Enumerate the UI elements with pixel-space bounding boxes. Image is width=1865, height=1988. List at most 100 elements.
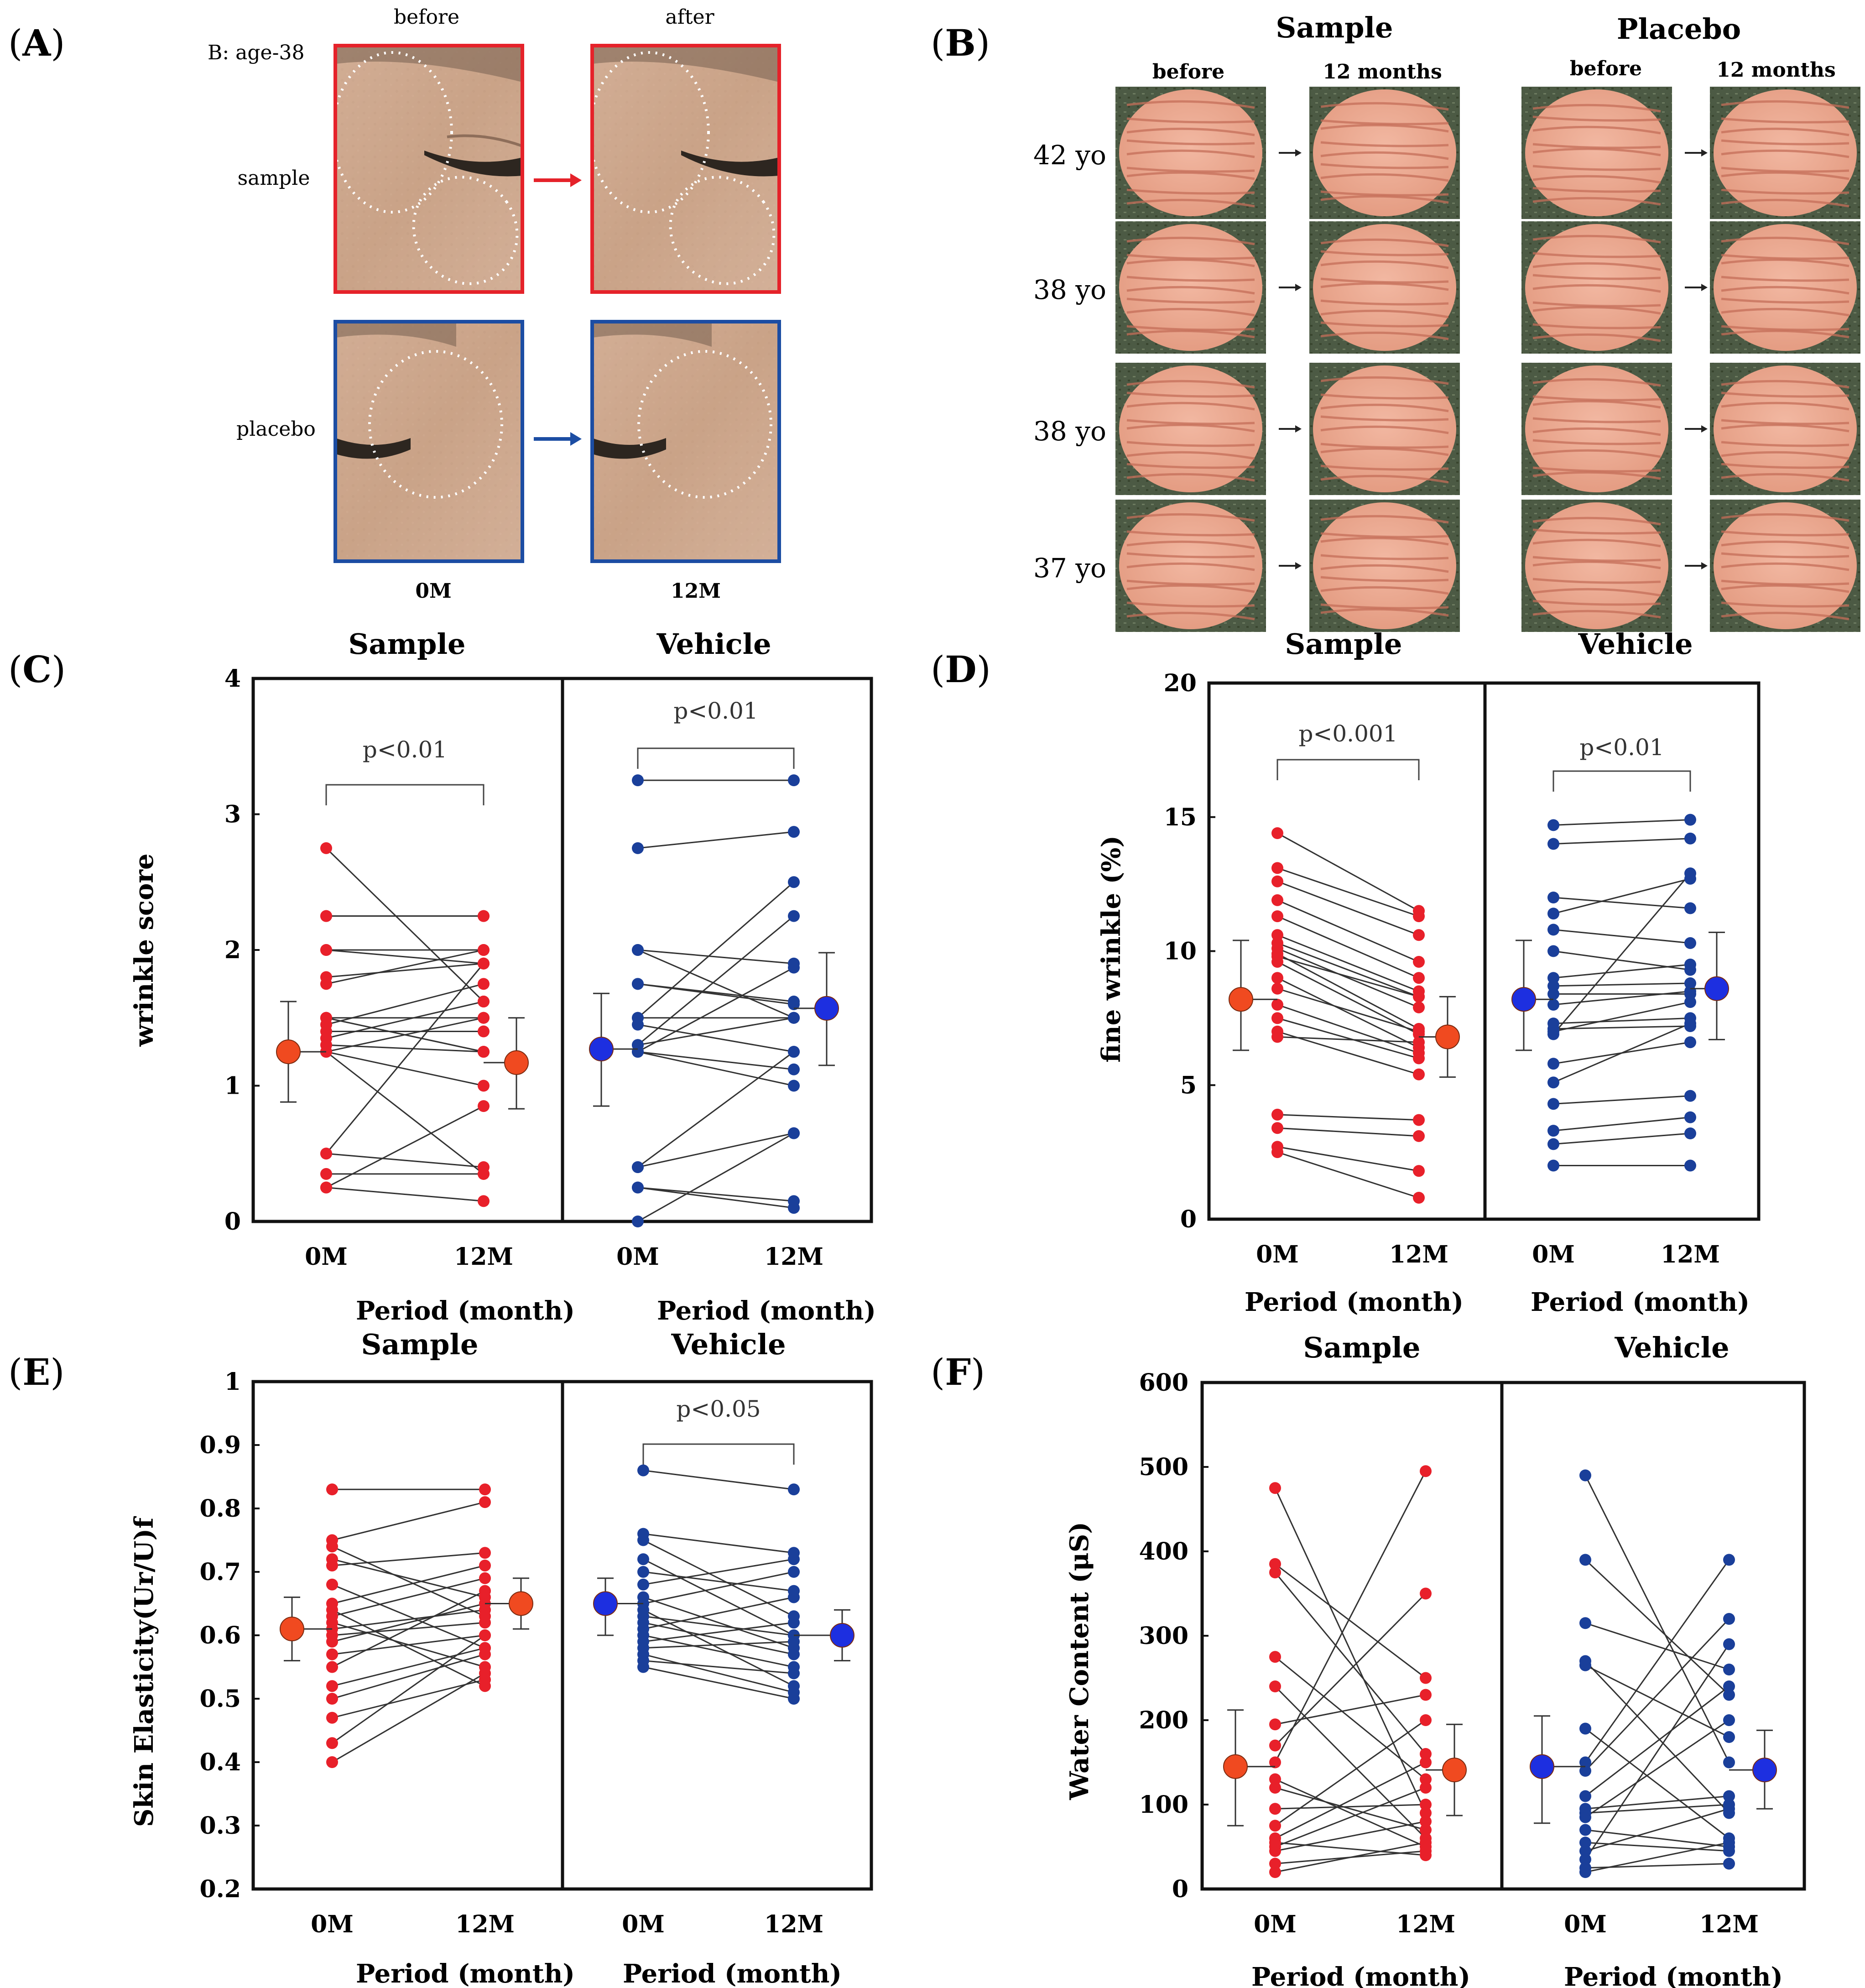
pair-line: [637, 1024, 794, 1053]
data-point: [326, 1578, 338, 1591]
data-point: [1547, 1076, 1559, 1089]
panel-label: (C): [8, 648, 66, 691]
data-point: [1547, 988, 1559, 1000]
data-point: [1420, 1807, 1432, 1819]
replica-image: [1710, 221, 1860, 354]
row-placebo-label: placebo: [236, 417, 316, 441]
pair-line: [637, 1051, 794, 1070]
pair-line: [1553, 838, 1691, 845]
data-point: [1271, 894, 1283, 906]
pair-line: [637, 831, 794, 849]
pair-line: [637, 1132, 794, 1222]
pair-line: [1277, 934, 1419, 992]
data-point: [1413, 1192, 1425, 1204]
pair-line: [1277, 915, 1419, 979]
panel-letter: C: [22, 648, 52, 691]
data-point: [1413, 1130, 1425, 1142]
mean-point: [1530, 1754, 1554, 1779]
pair-line: [332, 1501, 485, 1541]
subject-label: B: age-38: [208, 41, 304, 64]
data-point: [788, 1693, 800, 1705]
pair-line: [332, 1584, 485, 1649]
pair-line: [637, 949, 794, 965]
col-before-label: before: [394, 5, 459, 29]
data-point: [632, 978, 644, 990]
pair-line: [643, 1597, 794, 1630]
frame-placebo-after: [590, 320, 781, 563]
data-point: [632, 1181, 644, 1194]
pair-line: [332, 1609, 485, 1630]
data-point: [478, 1046, 490, 1058]
pair-line: [1553, 819, 1691, 826]
pair-line: [326, 1153, 484, 1168]
series-vehicle: [589, 774, 839, 1227]
data-point: [326, 1661, 338, 1673]
pair-line: [326, 963, 484, 978]
data-point: [632, 1039, 644, 1051]
data-point: [632, 774, 644, 787]
row-sample-label: sample: [238, 167, 310, 190]
data-point: [1723, 1845, 1735, 1857]
pair-line: [1277, 867, 1419, 917]
data-point: [326, 1711, 338, 1724]
data-point: [320, 1181, 332, 1194]
group-title: Sample: [361, 1328, 479, 1361]
y-tick-label: 0: [1172, 1875, 1188, 1903]
data-point: [1723, 1790, 1735, 1802]
data-point: [1413, 1068, 1425, 1080]
data-point: [1684, 832, 1696, 845]
data-point: [1269, 1651, 1281, 1663]
pair-line: [1553, 964, 1691, 979]
data-point: [1684, 902, 1696, 914]
data-point: [1547, 1058, 1559, 1070]
x-axis-title: Period (month): [657, 1296, 876, 1326]
y-axis-title: Water Content (μS): [1064, 1522, 1094, 1800]
mean-point: [830, 1623, 854, 1648]
replica-image: [1115, 500, 1266, 632]
x-tick-label: 12M: [764, 1243, 823, 1271]
data-point: [632, 1161, 644, 1173]
pair-line: [1277, 1127, 1419, 1137]
pair-line: [1274, 1572, 1427, 1754]
x-axis-title: Period (month): [1245, 1287, 1464, 1317]
pair-line: [1553, 897, 1691, 909]
x-tick-label: 12M: [764, 1910, 823, 1938]
data-point: [320, 944, 332, 956]
mean-point: [1442, 1758, 1467, 1783]
panel-a-label: (A): [8, 21, 65, 64]
data-point: [1271, 982, 1283, 995]
pair-line: [326, 983, 484, 1026]
pair-line: [326, 1001, 484, 1039]
age-label: 37 yo: [1033, 553, 1106, 584]
pair-line: [1277, 1004, 1419, 1054]
pair-line: [326, 1017, 484, 1053]
data-point: [1269, 1820, 1281, 1832]
pair-line: [637, 915, 794, 1046]
pair-line: [332, 1609, 485, 1687]
pair-line: [1553, 1025, 1691, 1030]
replica-arrow: [1685, 284, 1708, 291]
data-point: [1723, 1714, 1735, 1726]
data-point: [1269, 1739, 1281, 1752]
pair-line: [332, 1590, 485, 1668]
data-point: [1547, 945, 1559, 957]
pair-line: [637, 1132, 794, 1168]
data-point: [1547, 892, 1559, 903]
pair-line: [637, 882, 794, 1018]
replica-row: 37 yo: [1033, 500, 1860, 632]
pair-line: [332, 1565, 485, 1604]
pair-line: [1553, 1017, 1691, 1024]
data-point: [788, 961, 800, 974]
pair-line: [637, 1187, 794, 1202]
mean-point: [1704, 976, 1729, 1001]
x-axis-title: Period (month): [356, 1959, 575, 1988]
y-tick-label: 400: [1139, 1538, 1188, 1565]
frame-sample-before: [333, 44, 524, 294]
data-point: [1579, 1617, 1591, 1629]
b-col-before-sample: before: [1152, 60, 1224, 83]
pair-line: [325, 963, 484, 1154]
age-label: 38 yo: [1033, 416, 1106, 447]
frame-sample-after: [590, 44, 781, 294]
group-placebo-label: Placebo: [1617, 12, 1741, 46]
pair-line: [1553, 1117, 1691, 1132]
